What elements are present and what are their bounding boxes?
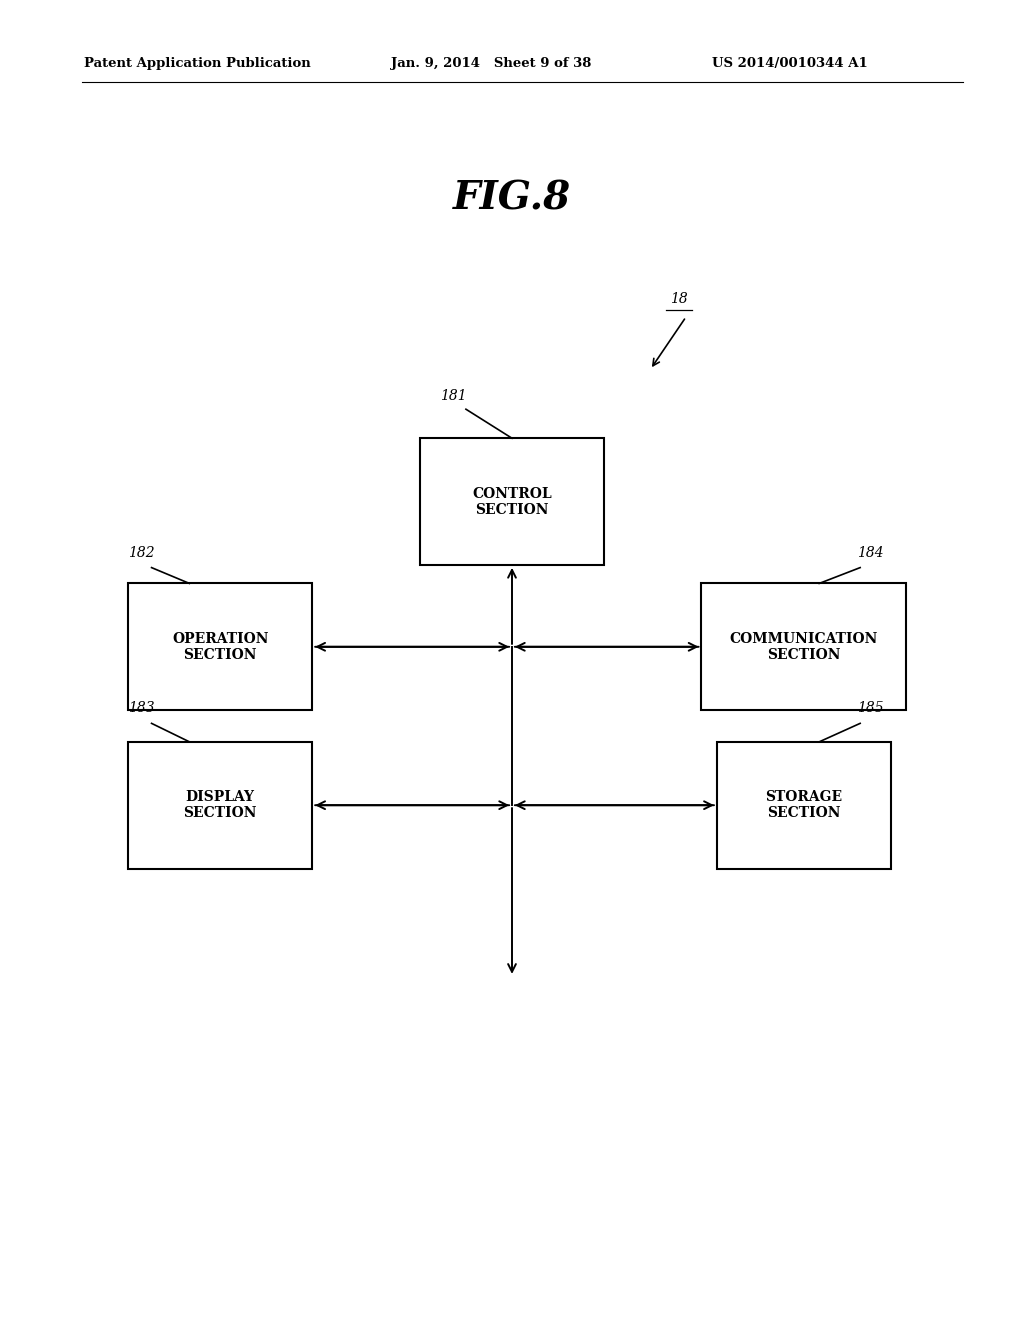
Text: 181: 181 — [440, 388, 467, 403]
Text: 18: 18 — [670, 292, 688, 306]
Text: FIG.8: FIG.8 — [453, 180, 571, 216]
Bar — [701, 583, 906, 710]
Bar — [420, 438, 604, 565]
Bar — [717, 742, 891, 869]
Text: 184: 184 — [857, 545, 884, 560]
Text: COMMUNICATION
SECTION: COMMUNICATION SECTION — [730, 632, 878, 661]
Text: Jan. 9, 2014   Sheet 9 of 38: Jan. 9, 2014 Sheet 9 of 38 — [391, 57, 592, 70]
Text: US 2014/0010344 A1: US 2014/0010344 A1 — [712, 57, 867, 70]
Text: CONTROL
SECTION: CONTROL SECTION — [472, 487, 552, 516]
Bar — [128, 583, 312, 710]
Text: DISPLAY
SECTION: DISPLAY SECTION — [183, 791, 257, 820]
Text: 185: 185 — [857, 701, 884, 715]
Text: OPERATION
SECTION: OPERATION SECTION — [172, 632, 268, 661]
Bar — [128, 742, 312, 869]
Text: STORAGE
SECTION: STORAGE SECTION — [765, 791, 843, 820]
Text: Patent Application Publication: Patent Application Publication — [84, 57, 310, 70]
Text: 182: 182 — [128, 545, 155, 560]
Text: 183: 183 — [128, 701, 155, 715]
